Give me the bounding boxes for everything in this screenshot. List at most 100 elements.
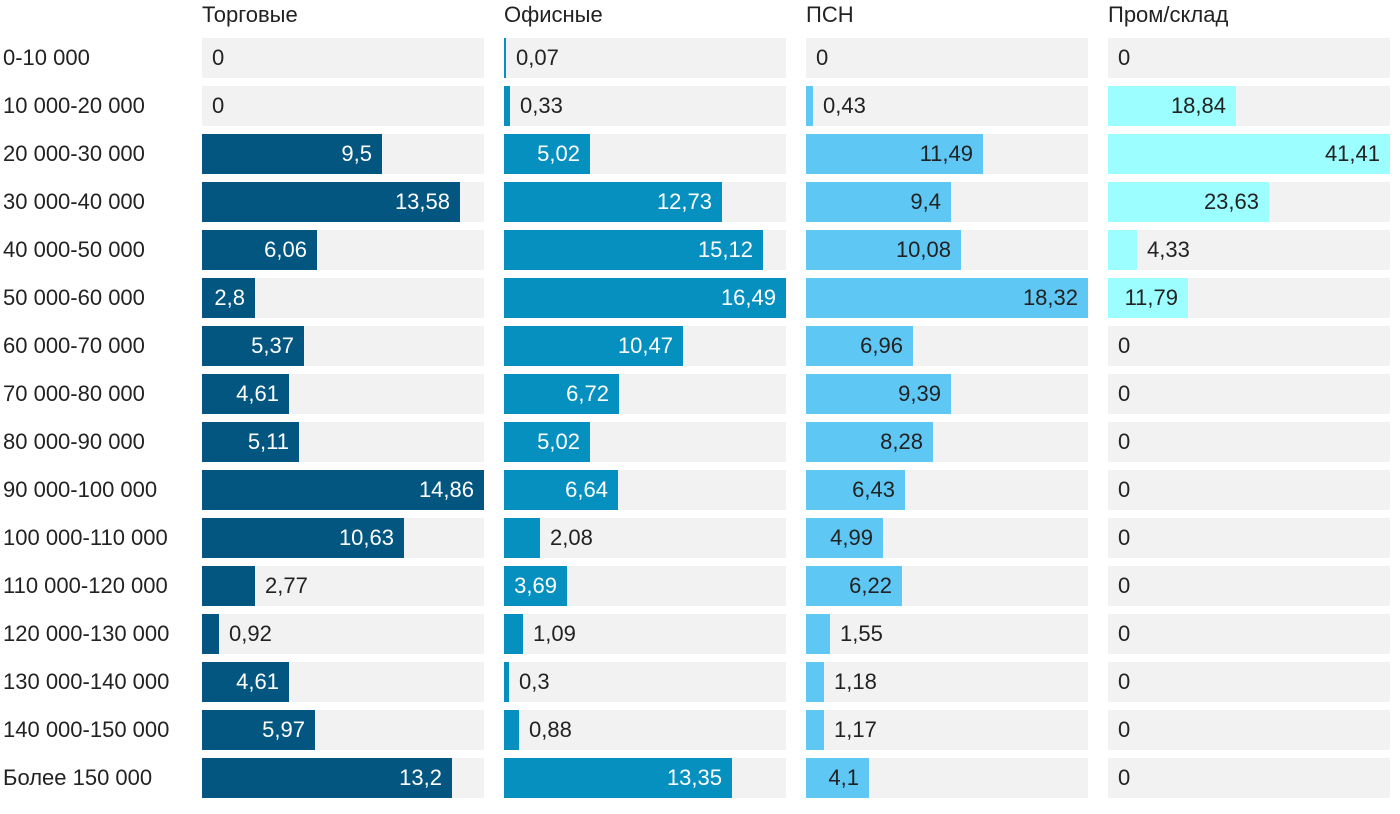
value-label: 1,17 bbox=[834, 717, 877, 742]
value-label: 18,84 bbox=[1170, 93, 1226, 118]
value-label: 10,08 bbox=[895, 237, 951, 262]
value-label: 9,5 bbox=[341, 141, 372, 166]
value-label: 1,55 bbox=[840, 621, 883, 646]
value-label: 1,18 bbox=[834, 669, 877, 694]
value-label: 15,12 bbox=[697, 237, 753, 262]
value-label: 2,77 bbox=[265, 573, 308, 598]
bar bbox=[202, 566, 255, 606]
bar bbox=[806, 518, 883, 558]
bar bbox=[504, 710, 519, 750]
bar bbox=[806, 566, 902, 606]
value-label: 13,2 bbox=[399, 765, 442, 790]
value-label: 0,43 bbox=[823, 93, 866, 118]
value-label: 0 bbox=[1118, 477, 1131, 502]
value-label: 0 bbox=[1118, 621, 1131, 646]
bar bbox=[202, 518, 404, 558]
value-label: 9,4 bbox=[910, 189, 941, 214]
bar bbox=[202, 182, 460, 222]
bar-track bbox=[504, 38, 786, 78]
value-label: 41,41 bbox=[1324, 141, 1380, 166]
value-label: 0 bbox=[816, 45, 829, 70]
bar bbox=[504, 566, 567, 606]
row-label: 60 000-70 000 bbox=[3, 333, 145, 358]
bar-track bbox=[504, 710, 786, 750]
bar-track bbox=[1108, 710, 1390, 750]
value-label: 0,33 bbox=[520, 93, 563, 118]
bar bbox=[504, 38, 506, 78]
bar-track bbox=[1108, 758, 1390, 798]
bar-track bbox=[202, 38, 484, 78]
bar bbox=[202, 230, 317, 270]
bar bbox=[202, 470, 484, 510]
bar-track bbox=[1108, 614, 1390, 654]
value-label: 0 bbox=[1118, 381, 1131, 406]
value-label: 23,63 bbox=[1203, 189, 1259, 214]
bar bbox=[504, 134, 590, 174]
bar bbox=[1108, 278, 1188, 318]
bar bbox=[1108, 230, 1137, 270]
bar bbox=[504, 278, 786, 318]
value-label: 9,39 bbox=[898, 381, 941, 406]
value-label: 5,11 bbox=[247, 429, 289, 454]
bar bbox=[806, 374, 951, 414]
row-label: Более 150 000 bbox=[3, 765, 153, 790]
bar-track bbox=[1108, 470, 1390, 510]
value-label: 0,88 bbox=[529, 717, 572, 742]
value-label: 11,79 bbox=[1124, 285, 1178, 310]
series-header: ПСН bbox=[806, 2, 854, 27]
bar bbox=[504, 470, 618, 510]
series-header: Пром/склад bbox=[1108, 2, 1229, 27]
bar bbox=[202, 134, 382, 174]
bar-track bbox=[504, 662, 786, 702]
bar bbox=[504, 758, 732, 798]
value-label: 5,97 bbox=[262, 717, 305, 742]
bar-track bbox=[504, 86, 786, 126]
bar bbox=[202, 662, 289, 702]
bar-track bbox=[1108, 374, 1390, 414]
bar bbox=[504, 422, 590, 462]
bar bbox=[504, 86, 510, 126]
value-label: 0 bbox=[1118, 45, 1131, 70]
value-label: 2,8 bbox=[214, 285, 245, 310]
row-label: 100 000-110 000 bbox=[3, 525, 168, 550]
bar bbox=[806, 710, 824, 750]
value-label: 2,08 bbox=[550, 525, 593, 550]
bar-track bbox=[1108, 662, 1390, 702]
bar-track bbox=[1108, 38, 1390, 78]
value-label: 0 bbox=[1118, 429, 1131, 454]
row-label: 80 000-90 000 bbox=[3, 429, 145, 454]
value-label: 5,37 bbox=[251, 333, 294, 358]
bar bbox=[504, 182, 722, 222]
row-label: 90 000-100 000 bbox=[3, 477, 158, 502]
value-label: 10,63 bbox=[338, 525, 394, 550]
row-label: 20 000-30 000 bbox=[3, 141, 145, 166]
value-label: 6,43 bbox=[852, 477, 895, 502]
bar-track bbox=[504, 518, 786, 558]
bar bbox=[504, 374, 619, 414]
bar bbox=[806, 422, 933, 462]
value-label: 0 bbox=[1118, 573, 1131, 598]
value-label: 0,07 bbox=[516, 45, 559, 70]
bar bbox=[504, 662, 509, 702]
bar-track bbox=[1108, 518, 1390, 558]
bar-track bbox=[806, 614, 1088, 654]
bar bbox=[202, 758, 452, 798]
row-label: 30 000-40 000 bbox=[3, 189, 145, 214]
value-label: 11,49 bbox=[919, 141, 973, 166]
bar bbox=[202, 422, 299, 462]
series-header: Офисные bbox=[504, 2, 603, 27]
bar-track bbox=[1108, 326, 1390, 366]
value-label: 6,64 bbox=[565, 477, 608, 502]
bar bbox=[806, 470, 905, 510]
bar-track bbox=[1108, 422, 1390, 462]
value-label: 4,1 bbox=[828, 765, 859, 790]
value-label: 6,72 bbox=[566, 381, 609, 406]
bar-track bbox=[806, 86, 1088, 126]
bar bbox=[806, 326, 913, 366]
bar bbox=[806, 182, 951, 222]
value-label: 0 bbox=[1118, 717, 1131, 742]
value-label: 6,06 bbox=[264, 237, 307, 262]
row-label: 0-10 000 bbox=[3, 45, 90, 70]
bar bbox=[504, 326, 683, 366]
bar bbox=[202, 278, 255, 318]
